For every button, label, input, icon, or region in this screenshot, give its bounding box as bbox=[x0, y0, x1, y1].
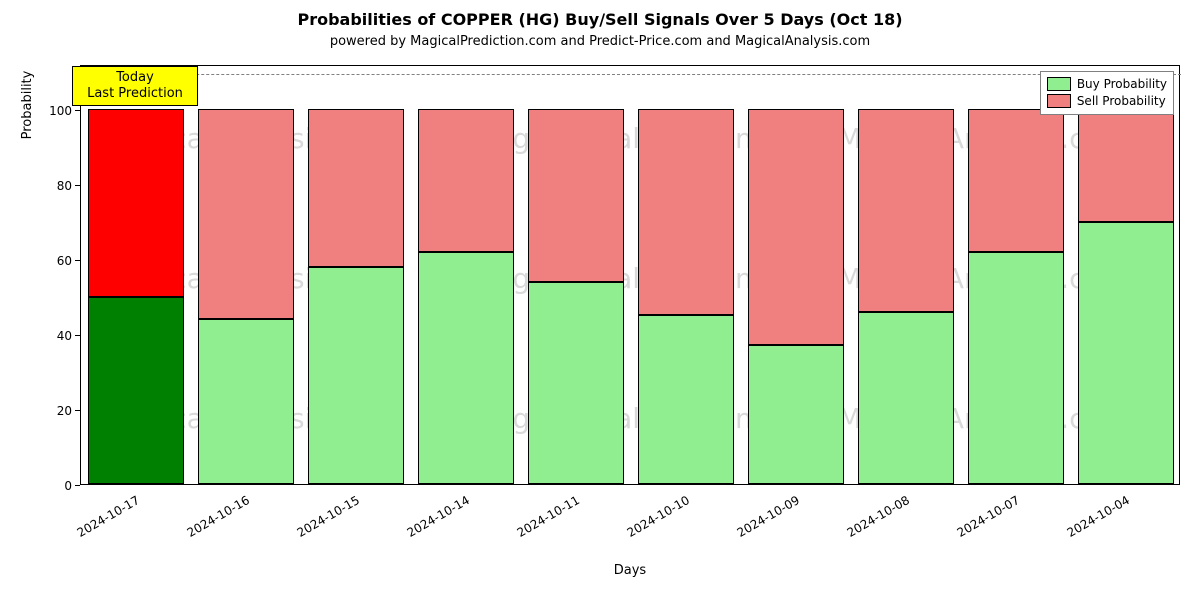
bar-group bbox=[748, 64, 845, 484]
bar-group bbox=[1078, 64, 1175, 484]
bar-buy bbox=[528, 282, 625, 485]
bar-buy bbox=[1078, 222, 1175, 485]
bar-sell bbox=[308, 109, 405, 267]
chart-subtitle: powered by MagicalPrediction.com and Pre… bbox=[0, 34, 1200, 49]
x-tick-label: 2024-10-08 bbox=[818, 493, 912, 555]
bar-sell bbox=[968, 109, 1065, 252]
bar-group bbox=[88, 64, 185, 484]
y-tick-mark bbox=[75, 335, 80, 336]
x-tick-label: 2024-10-10 bbox=[598, 493, 692, 555]
bar-sell bbox=[1078, 109, 1175, 222]
legend-swatch bbox=[1047, 77, 1071, 91]
today-badge: Today Last Prediction bbox=[72, 66, 199, 106]
x-tick-label: 2024-10-07 bbox=[928, 493, 1022, 555]
bar-buy bbox=[88, 297, 185, 485]
bar-sell bbox=[88, 109, 185, 297]
chart-title: Probabilities of COPPER (HG) Buy/Sell Si… bbox=[0, 10, 1200, 29]
legend-swatch bbox=[1047, 94, 1071, 108]
bar-buy bbox=[638, 315, 735, 484]
y-tick-label: 0 bbox=[32, 479, 72, 493]
legend: Buy ProbabilitySell Probability bbox=[1040, 71, 1174, 115]
y-tick-mark bbox=[75, 410, 80, 411]
y-tick-mark bbox=[75, 260, 80, 261]
x-tick-label: 2024-10-17 bbox=[48, 493, 142, 555]
legend-label: Buy Probability bbox=[1077, 76, 1167, 93]
bar-buy bbox=[418, 252, 515, 485]
bar-group bbox=[418, 64, 515, 484]
bar-buy bbox=[308, 267, 405, 485]
y-tick-mark bbox=[75, 185, 80, 186]
legend-item: Sell Probability bbox=[1047, 93, 1167, 110]
bar-sell bbox=[748, 109, 845, 345]
x-tick-label: 2024-10-14 bbox=[378, 493, 472, 555]
bar-sell bbox=[858, 109, 955, 312]
bar-group bbox=[638, 64, 735, 484]
y-tick-label: 40 bbox=[32, 329, 72, 343]
y-tick-mark bbox=[75, 485, 80, 486]
bar-group bbox=[198, 64, 295, 484]
legend-label: Sell Probability bbox=[1077, 93, 1166, 110]
bar-group bbox=[968, 64, 1065, 484]
today-badge-line-1: Today bbox=[77, 70, 194, 86]
x-tick-label: 2024-10-04 bbox=[1038, 493, 1132, 555]
x-tick-label: 2024-10-09 bbox=[708, 493, 802, 555]
plot-area: MagicalAnalysis.comMagicalAnalysis.comMa… bbox=[80, 65, 1180, 485]
bar-buy bbox=[748, 345, 845, 484]
bar-group bbox=[308, 64, 405, 484]
bar-group bbox=[858, 64, 955, 484]
today-badge-line-2: Last Prediction bbox=[77, 86, 194, 102]
y-tick-label: 100 bbox=[32, 104, 72, 118]
y-tick-label: 20 bbox=[32, 404, 72, 418]
bar-sell bbox=[528, 109, 625, 282]
y-tick-label: 60 bbox=[32, 254, 72, 268]
bar-buy bbox=[968, 252, 1065, 485]
x-axis-label: Days bbox=[80, 563, 1180, 578]
x-tick-label: 2024-10-15 bbox=[268, 493, 362, 555]
bar-sell bbox=[418, 109, 515, 252]
bar-buy bbox=[198, 319, 295, 484]
y-tick-mark bbox=[75, 110, 80, 111]
bar-sell bbox=[198, 109, 295, 319]
chart-container: Probabilities of COPPER (HG) Buy/Sell Si… bbox=[0, 0, 1200, 600]
legend-item: Buy Probability bbox=[1047, 76, 1167, 93]
bar-buy bbox=[858, 312, 955, 485]
x-tick-label: 2024-10-11 bbox=[488, 493, 582, 555]
x-tick-label: 2024-10-16 bbox=[158, 493, 252, 555]
bar-sell bbox=[638, 109, 735, 315]
bar-group bbox=[528, 64, 625, 484]
y-tick-label: 80 bbox=[32, 179, 72, 193]
